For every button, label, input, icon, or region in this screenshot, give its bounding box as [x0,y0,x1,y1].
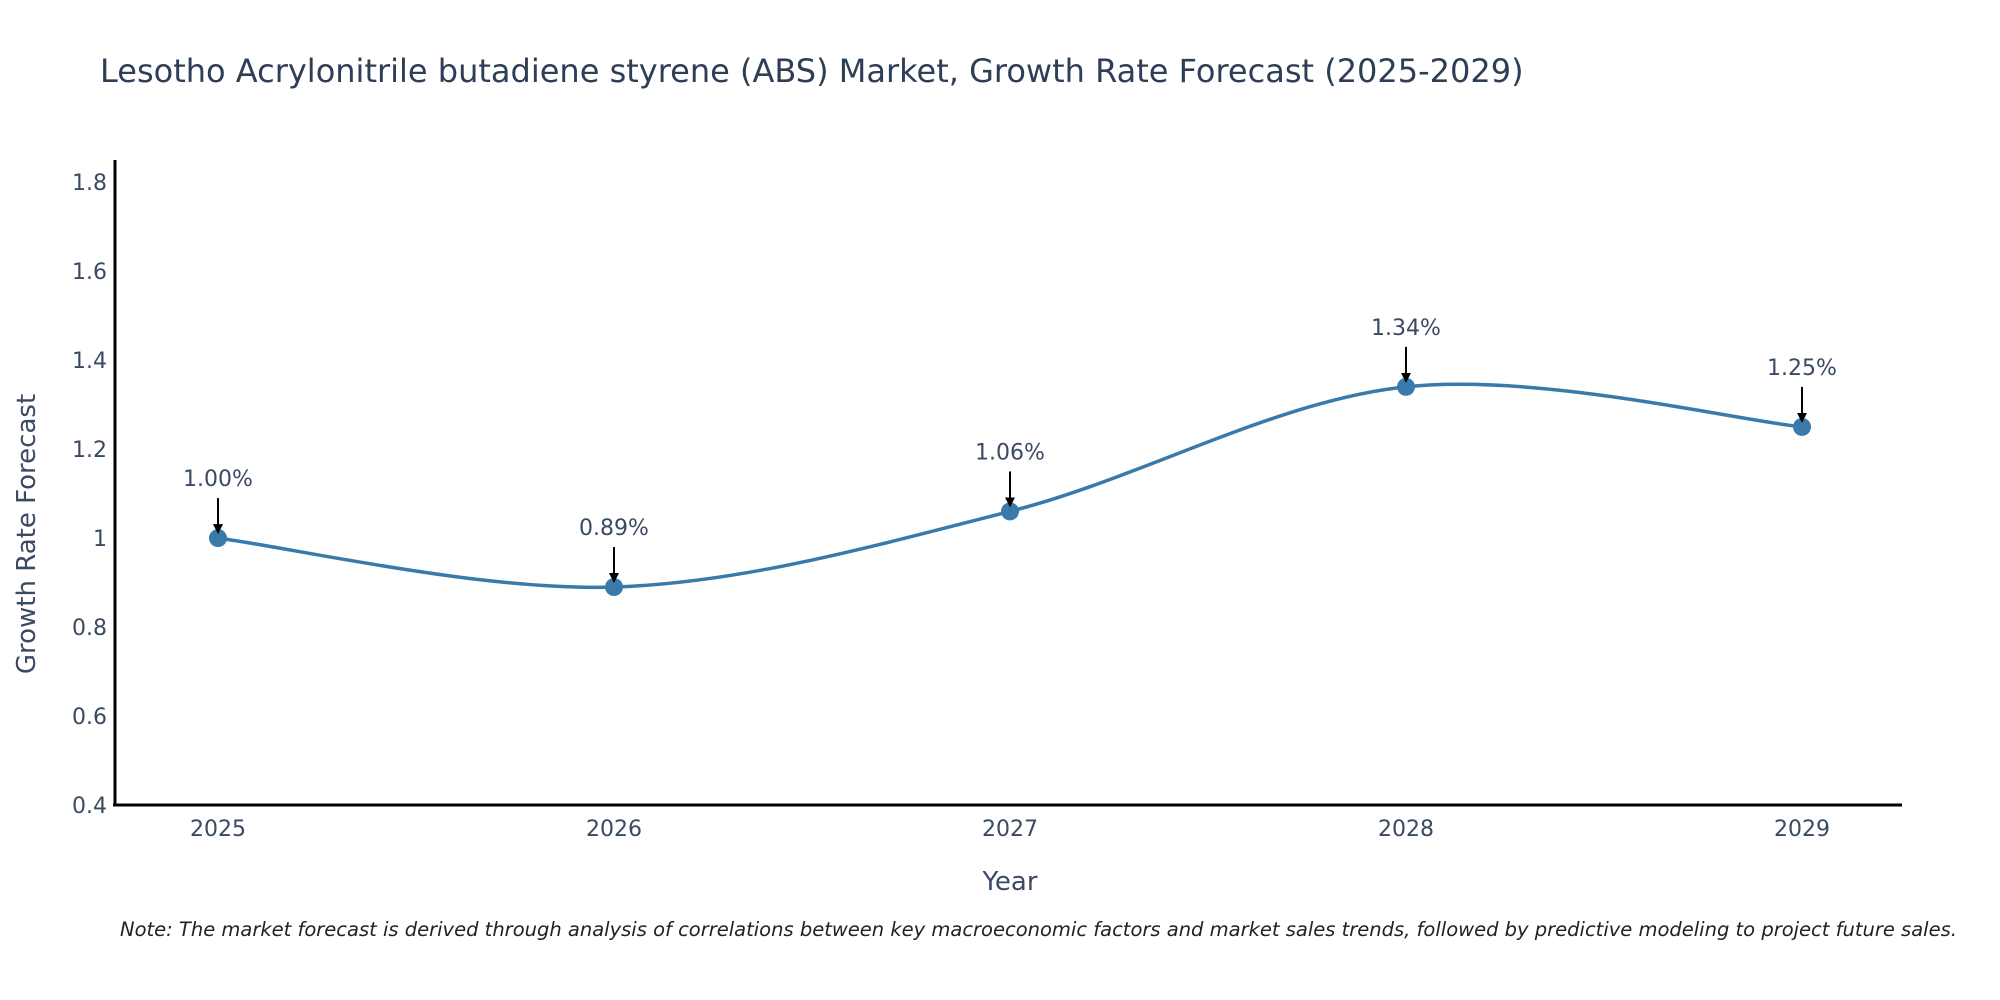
data-point [1793,417,1811,436]
footnote: Note: The market forecast is derived thr… [120,918,1957,941]
y-tick-label: 0.4 [72,794,107,819]
data-label: 0.89% [579,516,649,541]
data-label: 1.25% [1767,356,1837,381]
y-tick-label: 1.4 [72,349,107,374]
data-label: 1.06% [975,440,1045,465]
data-point [209,529,227,548]
x-tick-label: 2028 [1378,817,1434,842]
series-layer: 1.00% 0.89% 1.06% 1.34% 1.25% [183,316,1837,597]
x-axis-title: Year [981,867,1037,897]
x-tick-label: 2027 [982,817,1038,842]
y-axis: 0.4 0.6 0.8 1 1.2 1.4 1.6 1.8 [72,160,117,819]
y-tick-label: 0.8 [72,616,107,641]
data-label: 1.00% [183,467,253,492]
y-tick-label: 1.2 [72,438,107,463]
data-point [1001,502,1019,521]
x-tick-label: 2026 [586,817,642,842]
y-tick-label: 1 [93,527,107,552]
chart-title: Lesotho Acrylonitrile butadiene styrene … [100,52,1524,90]
data-label: 1.34% [1371,316,1441,341]
data-point [605,578,623,597]
y-tick-label: 0.6 [72,705,107,730]
data-point [1397,377,1415,396]
x-tick-label: 2025 [190,817,246,842]
y-tick-label: 1.8 [72,171,107,196]
x-tick-label: 2029 [1774,817,1830,842]
x-axis: 2025 2026 2027 2028 2029 [113,803,1902,842]
y-tick-label: 1.6 [72,260,107,285]
y-axis-title: Growth Rate Forecast [12,394,42,674]
